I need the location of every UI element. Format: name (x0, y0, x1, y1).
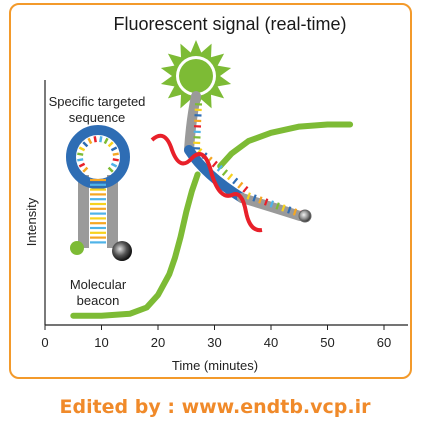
loop-base (103, 137, 109, 145)
beacon-loop (66, 125, 130, 189)
footer-credit: Edited by : www.endtb.vcp.ir (59, 396, 371, 418)
molecular-beacon: Specific targeted sequence Molecular bea… (49, 94, 146, 308)
fluorophore-glow (179, 59, 213, 93)
loop-base (78, 146, 86, 152)
open-base (232, 177, 239, 185)
loop-base (107, 166, 114, 173)
open-base (287, 206, 292, 214)
loop-bases (77, 136, 119, 173)
x-tick-label: 20 (151, 335, 165, 350)
open-base (242, 186, 249, 193)
loop-base (110, 146, 118, 152)
loop-base (93, 136, 97, 143)
x-tick-label: 50 (320, 335, 334, 350)
beacon-stem-left (78, 175, 89, 248)
loop-base (112, 152, 119, 156)
signal-curve-segment (217, 121, 354, 170)
loop-base (110, 162, 118, 168)
stem-base-pairs (90, 178, 106, 244)
open-base (275, 202, 280, 210)
signal-curve-segment (70, 171, 201, 319)
open-base (252, 194, 257, 202)
loop-base (78, 162, 86, 168)
open-base (269, 200, 275, 208)
beacon-arm-lower (237, 193, 305, 221)
x-axis-label: Time (minutes) (172, 358, 258, 373)
loop-base (99, 136, 103, 143)
loop-base (87, 137, 93, 145)
open-base (211, 160, 218, 168)
open-base (281, 204, 286, 212)
target-label: Specific targeted (49, 94, 146, 109)
open-base (221, 169, 229, 177)
fluorophore-dot (70, 241, 84, 255)
loop-base (112, 158, 119, 162)
loop-base (77, 152, 84, 156)
signal-curve (70, 121, 354, 319)
beacon-label: Molecular (70, 277, 127, 292)
loop-base (107, 141, 114, 148)
x-tick-label: 60 (377, 335, 391, 350)
hybridized-beacon (150, 40, 312, 233)
x-tick-label: 0 (41, 335, 48, 350)
open-base (258, 196, 263, 204)
quencher-small (298, 209, 312, 223)
loop-base (77, 158, 84, 162)
x-tick-label: 40 (264, 335, 278, 350)
open-base (292, 208, 298, 216)
loop-base (82, 166, 89, 173)
quencher-ball (112, 241, 132, 261)
loop-base (82, 141, 89, 148)
beacon-stem-right (107, 175, 118, 248)
open-base-pairs (192, 103, 303, 218)
open-base (263, 198, 269, 206)
y-axis-label: Intensity (24, 197, 39, 246)
open-base (227, 173, 234, 181)
beacon-label-line2: beacon (77, 293, 120, 308)
target-label-line2: sequence (69, 110, 125, 125)
x-tick-label: 10 (94, 335, 108, 350)
open-base (237, 181, 244, 189)
x-axis-ticks: 0 10 20 30 40 50 60 (41, 325, 391, 350)
target-strand (150, 133, 263, 233)
open-base (216, 164, 223, 172)
x-tick-label: 30 (207, 335, 221, 350)
diagram-title: Fluorescent signal (real-time) (113, 14, 347, 34)
open-base (246, 192, 251, 200)
